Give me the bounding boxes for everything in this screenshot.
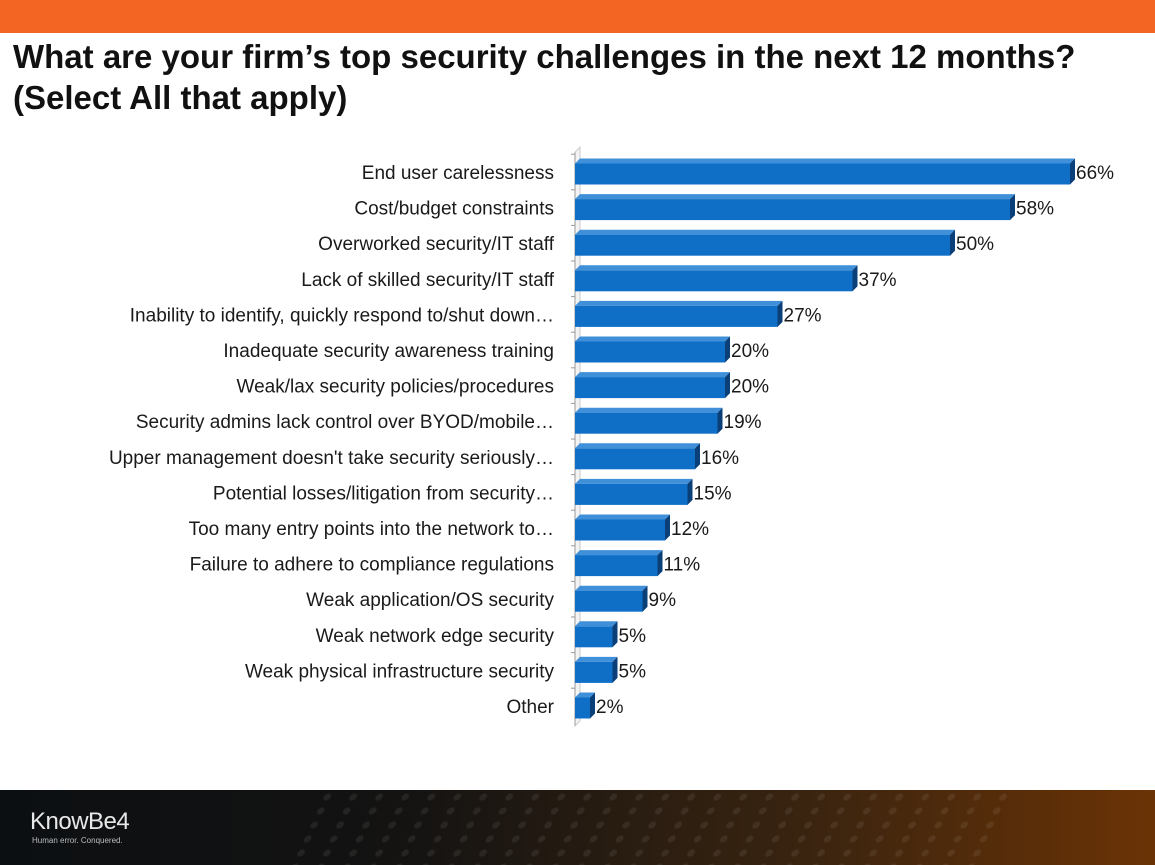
bar-top-face xyxy=(575,514,670,520)
bar-end-face xyxy=(717,407,723,434)
bar-end-face xyxy=(1070,158,1075,185)
category-label: Weak physical infrastructure security xyxy=(245,661,555,682)
category-label: Other xyxy=(506,697,554,718)
category-label: Weak network edge security xyxy=(316,626,555,647)
bar-end-face xyxy=(665,514,670,541)
bar-top-face xyxy=(575,229,955,235)
category-label: Security admins lack control over BYOD/m… xyxy=(136,412,554,433)
category-label: Overworked security/IT staff xyxy=(318,234,555,255)
bar-top-face xyxy=(575,407,723,413)
bar-top-face xyxy=(575,158,1075,164)
bar-end-face xyxy=(590,692,595,719)
bar-end-face xyxy=(612,621,618,648)
bar xyxy=(575,555,658,577)
value-label: 5% xyxy=(619,626,647,647)
value-label: 12% xyxy=(671,519,709,540)
footer-pattern xyxy=(282,790,1018,865)
bar-top-face xyxy=(575,656,618,662)
value-label: 9% xyxy=(649,590,677,611)
bar xyxy=(575,661,613,683)
bar xyxy=(575,590,643,612)
category-label: Upper management doesn't take security s… xyxy=(109,448,554,469)
bar xyxy=(575,697,590,719)
category-label: End user carelessness xyxy=(362,163,554,184)
value-label: 11% xyxy=(664,555,701,576)
top-accent-bar xyxy=(0,0,1155,33)
bar xyxy=(575,234,950,256)
bar-end-face xyxy=(950,229,955,256)
bar-top-face xyxy=(575,585,648,591)
bar-end-face xyxy=(725,372,730,399)
logo-tagline: Human error. Conquered. xyxy=(32,836,123,845)
bar-top-face xyxy=(575,443,700,449)
category-label: Potential losses/litigation from securit… xyxy=(213,483,554,504)
value-label: 20% xyxy=(731,377,769,398)
value-label: 15% xyxy=(694,483,732,504)
category-label: Failure to adhere to compliance regulati… xyxy=(190,555,554,576)
value-label: 19% xyxy=(724,412,762,433)
bar xyxy=(575,626,613,648)
bar-end-face xyxy=(612,656,618,683)
bar-end-face xyxy=(852,265,858,292)
value-label: 16% xyxy=(701,448,739,469)
bar-top-face xyxy=(575,478,693,484)
value-label: 5% xyxy=(619,661,647,682)
category-label: Weak/lax security policies/procedures xyxy=(236,377,554,398)
bar-end-face xyxy=(657,550,663,577)
footer-banner: KnowBe4 Human error. Conquered. xyxy=(0,790,1155,865)
bar xyxy=(575,341,725,363)
category-label: Inability to identify, quickly respond t… xyxy=(130,305,554,326)
bar-end-face xyxy=(777,300,783,327)
bar xyxy=(575,519,665,541)
bar-top-face xyxy=(575,194,1015,200)
value-label: 66% xyxy=(1076,163,1114,184)
bar xyxy=(575,448,695,470)
bar-top-face xyxy=(575,336,730,342)
category-label: Inadequate security awareness training xyxy=(223,341,554,362)
page-title: What are your firm’s top security challe… xyxy=(13,38,1076,116)
bar-end-face xyxy=(695,443,700,470)
bar xyxy=(575,270,853,292)
bar-end-face xyxy=(1010,194,1015,221)
bar xyxy=(575,412,718,434)
bar-top-face xyxy=(575,692,595,698)
bar xyxy=(575,483,688,505)
bar xyxy=(575,377,725,399)
bar-top-face xyxy=(575,300,783,306)
category-label: Weak application/OS security xyxy=(306,590,554,611)
bar-end-face xyxy=(642,585,648,612)
bar-end-face xyxy=(687,478,693,505)
value-label: 58% xyxy=(1016,199,1054,220)
bar-top-face xyxy=(575,265,858,271)
bar-top-face xyxy=(575,372,730,378)
knowbe4-logo: KnowBe4 xyxy=(30,808,130,835)
value-label: 27% xyxy=(784,305,822,326)
bar xyxy=(575,199,1010,221)
bar-top-face xyxy=(575,550,663,556)
bar-end-face xyxy=(725,336,730,363)
value-label: 50% xyxy=(956,234,994,255)
bar-chart: End user carelessness 66% Cost/budget cons… xyxy=(109,145,1114,728)
category-label: Cost/budget constraints xyxy=(354,199,554,220)
category-label: Lack of skilled security/IT staff xyxy=(301,270,554,291)
value-label: 37% xyxy=(859,270,897,291)
category-label: Too many entry points into the network t… xyxy=(189,519,554,540)
value-label: 20% xyxy=(731,341,769,362)
bar xyxy=(575,163,1070,185)
value-label: 2% xyxy=(596,697,624,718)
bar xyxy=(575,305,778,327)
bar-top-face xyxy=(575,621,618,627)
